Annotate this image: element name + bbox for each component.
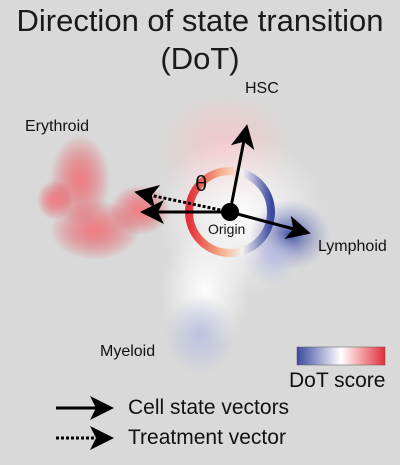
title-line-2: (DoT) — [160, 41, 240, 76]
theta-label: θ — [195, 171, 208, 196]
hsc-label: HSC — [245, 80, 279, 97]
lymphoid-vector-arrow — [229, 210, 311, 239]
myeloid-label: Myeloid — [100, 343, 156, 360]
dot-score-colorbar — [296, 346, 386, 366]
title-line-1: Direction of state transition — [16, 3, 384, 38]
dot-score-label: DoT score — [289, 369, 386, 392]
origin-label: Origin — [208, 221, 246, 237]
origin-dot — [221, 203, 239, 221]
legend-cell-state-vectors: Cell state vectors — [128, 396, 290, 419]
lymphoid-label: Lymphoid — [318, 238, 387, 255]
treatment-vector-arrow — [134, 184, 231, 214]
hsc-vector-arrow — [228, 124, 255, 213]
legend-treatment-vector: Treatment vector — [128, 426, 286, 449]
erythroid-label: Erythroid — [25, 118, 90, 135]
